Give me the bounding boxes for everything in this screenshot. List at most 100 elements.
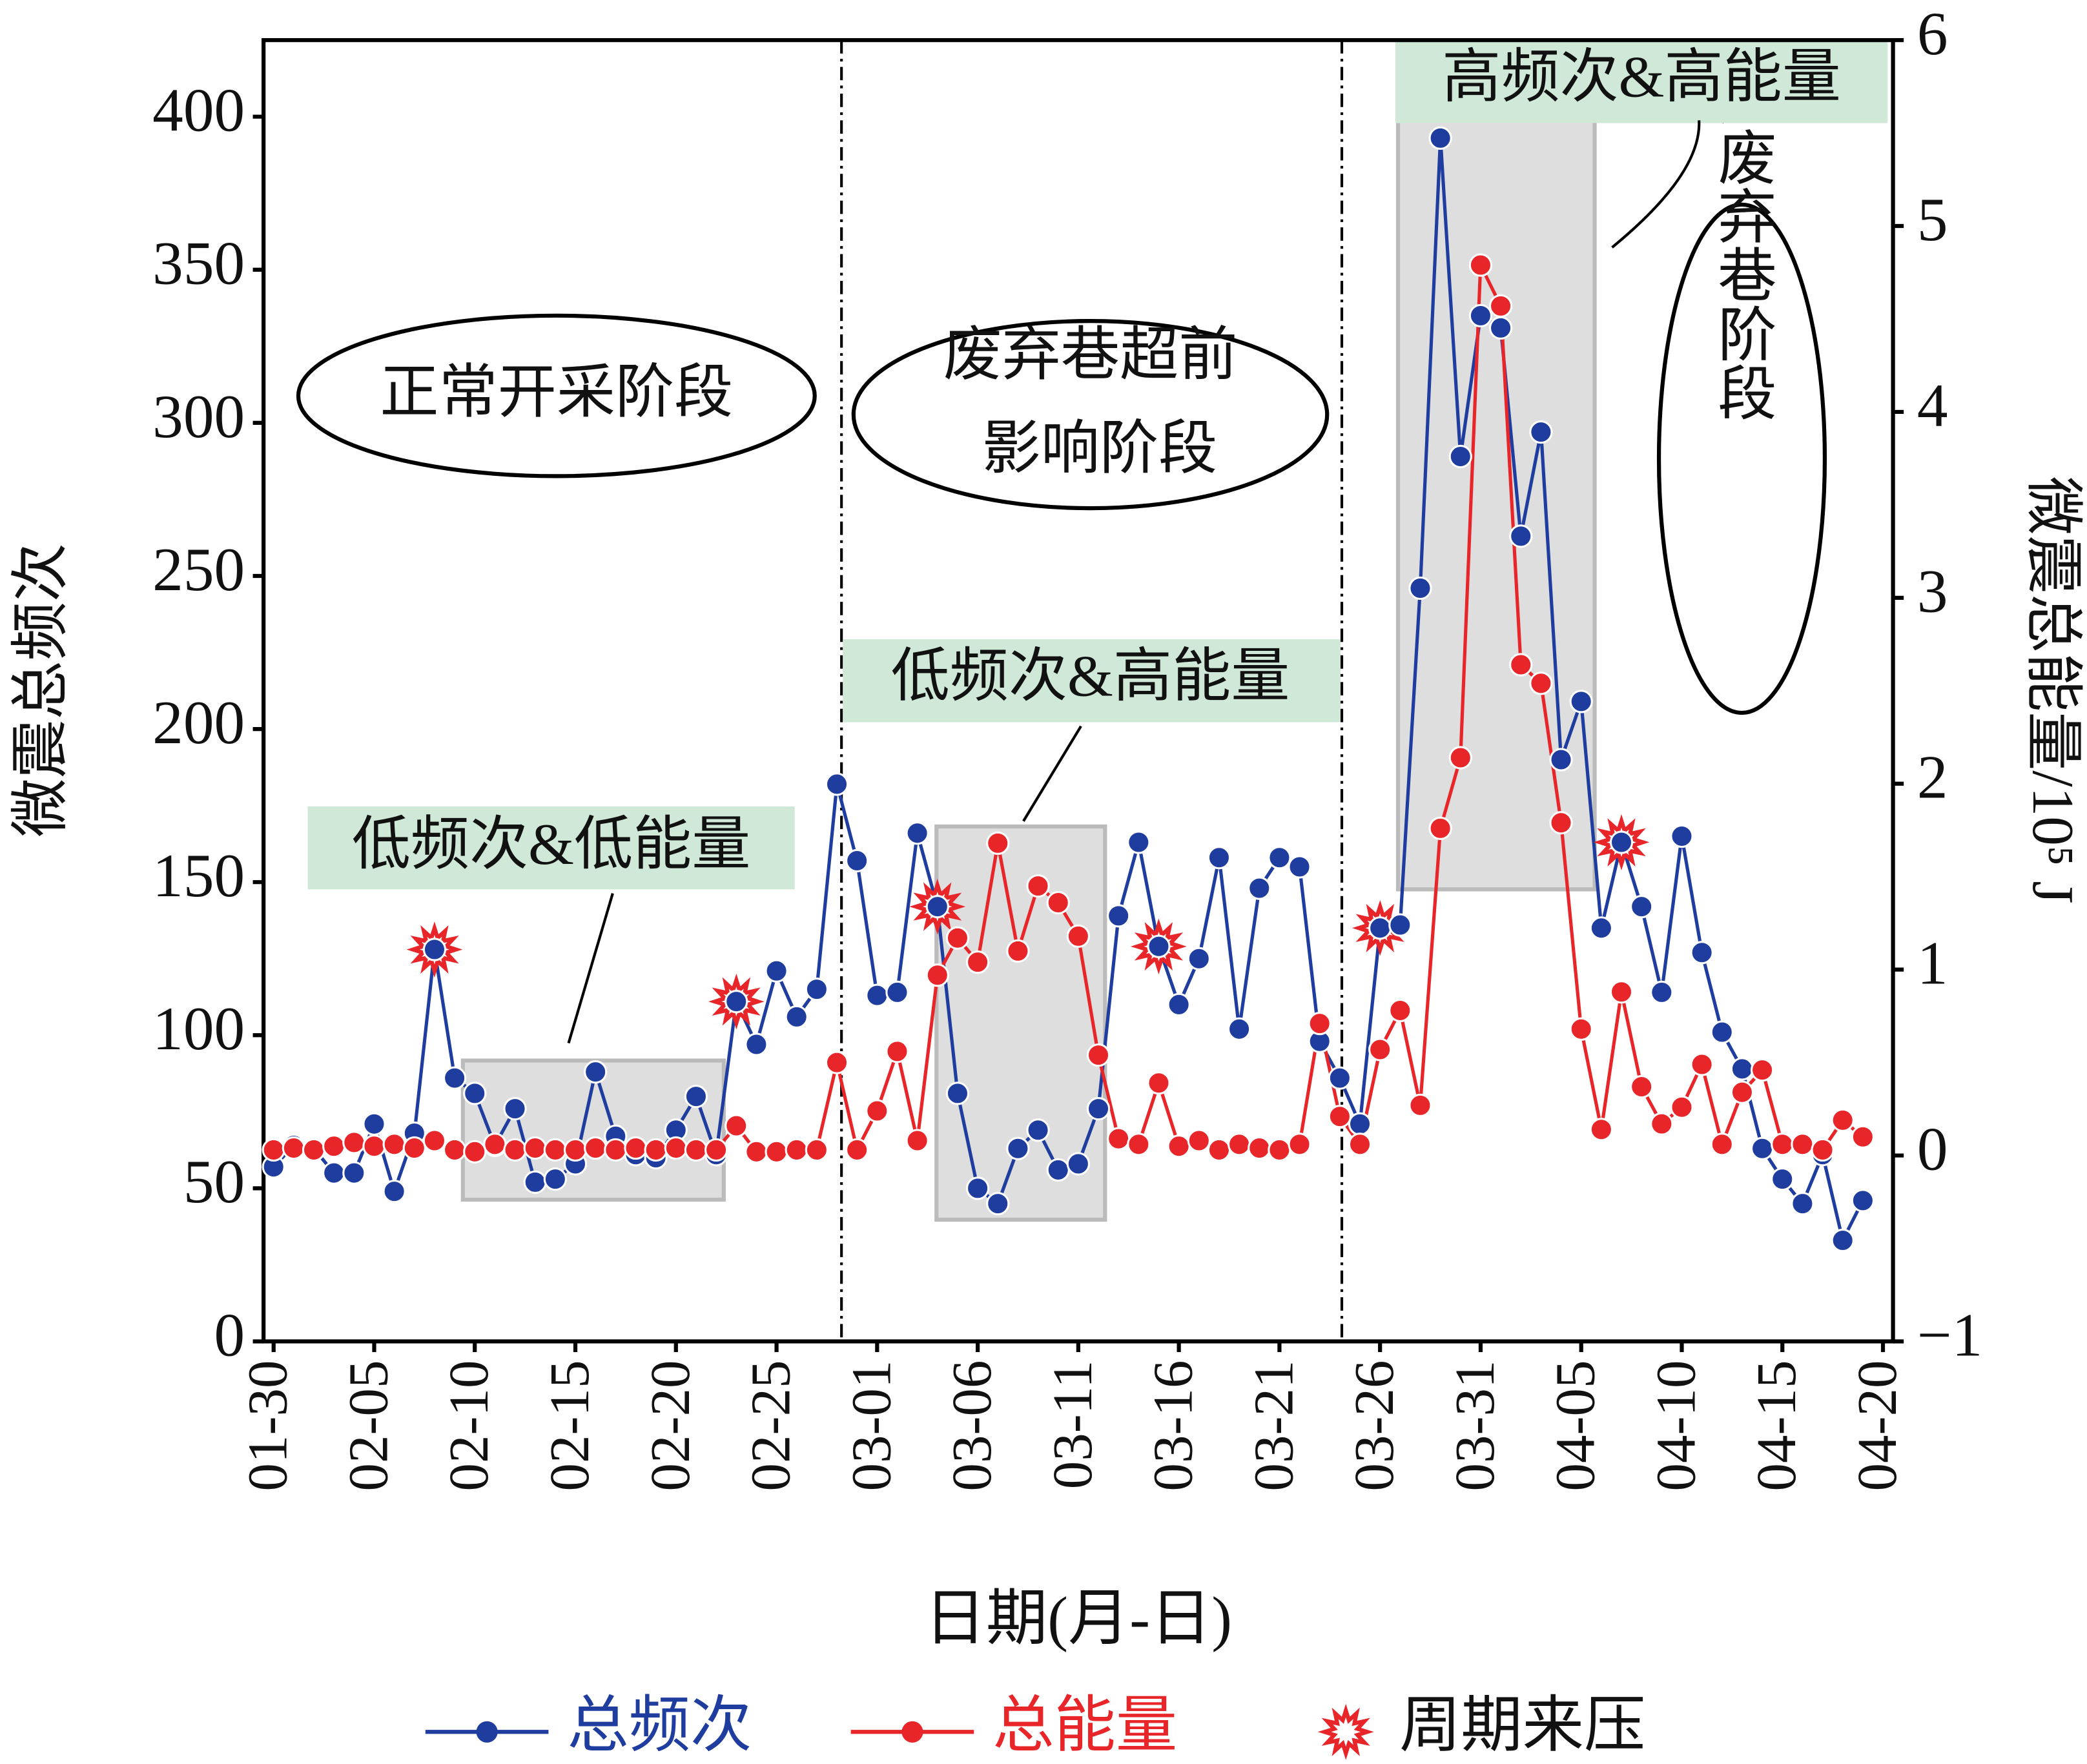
point	[483, 1133, 507, 1156]
point	[1328, 1104, 1352, 1129]
point	[865, 983, 889, 1007]
annotations: 正常开采阶段 废弃巷超前 影响阶段 过废弃巷阶段 低频次&低能量 低频次&高能量…	[296, 40, 1888, 1342]
point	[986, 1191, 1010, 1216]
point	[302, 1138, 326, 1162]
point	[1066, 1152, 1090, 1176]
point	[523, 1136, 547, 1160]
point	[563, 1138, 588, 1162]
point	[684, 1084, 708, 1109]
point	[362, 1134, 386, 1158]
point	[1851, 1189, 1875, 1213]
point	[1529, 672, 1553, 695]
point	[322, 1134, 346, 1158]
point	[1167, 992, 1191, 1016]
leader	[1611, 120, 1701, 249]
phase-label: 影响阶段	[982, 416, 1218, 481]
point	[725, 989, 748, 1014]
x-tick-label: 01-30	[236, 1360, 299, 1491]
point	[1368, 1038, 1392, 1061]
point	[1348, 1112, 1372, 1136]
point	[1046, 1158, 1070, 1182]
point	[1127, 830, 1151, 854]
point	[1509, 524, 1533, 548]
phase-ellipse	[851, 318, 1330, 511]
point	[262, 1138, 285, 1162]
point	[1488, 294, 1513, 318]
point	[825, 1051, 849, 1074]
x-tick-label: 02-15	[538, 1360, 601, 1491]
point	[1468, 303, 1493, 328]
point	[1670, 824, 1694, 848]
point	[1710, 1133, 1734, 1156]
point	[1448, 444, 1472, 469]
point	[1750, 1136, 1774, 1160]
point	[845, 1138, 869, 1162]
point	[463, 1082, 487, 1105]
point	[1831, 1228, 1855, 1253]
point	[1549, 748, 1573, 772]
region-label: 低频次&低能量	[352, 812, 751, 877]
point	[1288, 855, 1311, 879]
y2-tick-label: 2	[1917, 743, 1948, 812]
point	[785, 1138, 808, 1162]
point	[1026, 1118, 1050, 1142]
x-tick-label: 04-15	[1745, 1360, 1807, 1491]
y2-tick-label: 5	[1917, 185, 1948, 254]
phase-label: 正常开采阶段	[380, 360, 733, 425]
point	[644, 1138, 668, 1162]
point	[925, 963, 949, 987]
x-tick-label: 04-10	[1644, 1360, 1707, 1491]
point	[1187, 1129, 1211, 1153]
y2-tick-label: 3	[1917, 557, 1948, 626]
point	[1630, 894, 1654, 919]
point	[543, 1167, 567, 1191]
highlight-box	[1395, 118, 1597, 892]
point	[1268, 1138, 1291, 1162]
point	[1127, 1133, 1151, 1156]
point	[604, 1138, 628, 1162]
point	[785, 1005, 808, 1029]
point	[1448, 746, 1472, 770]
point	[1650, 980, 1674, 1005]
point	[1750, 1058, 1774, 1082]
point	[945, 1082, 970, 1105]
y-tick-label: 200	[152, 688, 245, 757]
y-tick-label: 150	[152, 841, 245, 910]
point	[825, 772, 849, 796]
point	[664, 1136, 688, 1160]
label-bg	[1395, 40, 1888, 123]
point	[1066, 924, 1090, 948]
point	[1187, 947, 1211, 970]
point	[805, 1138, 828, 1162]
point	[1468, 253, 1493, 277]
point	[1368, 916, 1392, 940]
point	[865, 1099, 889, 1123]
phase-label: 废弃巷超前	[943, 322, 1238, 387]
point	[765, 959, 788, 983]
point	[1831, 1108, 1855, 1132]
point	[986, 831, 1010, 856]
point	[1086, 1043, 1111, 1067]
point	[1428, 126, 1452, 150]
x-tick-label: 04-20	[1845, 1360, 1908, 1491]
phase-ellipse	[1656, 202, 1827, 715]
label-bg	[307, 806, 795, 890]
y-tick-label: 300	[152, 382, 245, 451]
region-label: 高频次&高能量	[1442, 44, 1841, 109]
point	[1227, 1133, 1251, 1156]
point	[725, 1114, 748, 1138]
point	[322, 1161, 346, 1185]
point	[584, 1136, 608, 1160]
point	[463, 1140, 487, 1164]
point	[1690, 941, 1714, 965]
point	[503, 1096, 527, 1121]
point	[1107, 904, 1131, 928]
point	[965, 1176, 990, 1200]
point	[1791, 1133, 1815, 1156]
point	[1549, 811, 1573, 835]
y2-tick-label: −1	[1917, 1300, 1982, 1369]
point	[1388, 998, 1412, 1023]
point	[1328, 1066, 1352, 1090]
legend-dot	[476, 1721, 498, 1743]
